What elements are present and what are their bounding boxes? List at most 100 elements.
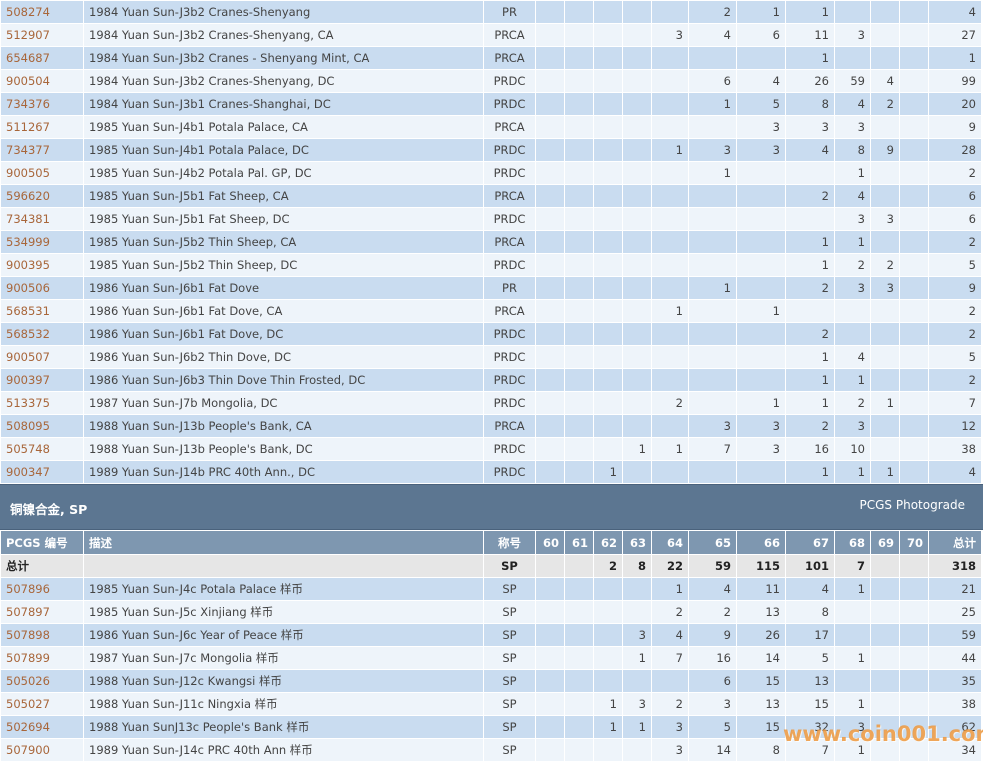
grade-count: 1 [736, 391, 786, 415]
empty-cell [564, 692, 594, 716]
empty-cell [622, 414, 652, 438]
pcgs-code[interactable]: 900347 [0, 460, 84, 484]
pcgs-code[interactable]: 900504 [0, 69, 84, 93]
empty-cell [899, 253, 929, 277]
pcgs-code[interactable]: 505027 [0, 692, 84, 716]
pcgs-code[interactable]: 507900 [0, 738, 84, 762]
designation: PRDC [483, 322, 536, 346]
grade-count: 3 [870, 207, 900, 231]
empty-cell [870, 299, 900, 323]
pcgs-code[interactable]: 900505 [0, 161, 84, 185]
pcgs-code[interactable]: 512907 [0, 23, 84, 47]
empty-cell [622, 391, 652, 415]
row-total: 2 [928, 299, 982, 323]
pcgs-code[interactable]: 513375 [0, 391, 84, 415]
pcgs-code[interactable]: 900395 [0, 253, 84, 277]
grade-count: 14 [688, 738, 737, 762]
row-total: 38 [928, 692, 982, 716]
pcgs-code[interactable]: 568532 [0, 322, 84, 346]
pcgs-code[interactable]: 900397 [0, 368, 84, 392]
empty-cell [564, 345, 594, 369]
empty-cell [870, 554, 900, 578]
grade-count: 1 [736, 0, 786, 24]
row-total: 9 [928, 115, 982, 139]
pcgs-code[interactable]: 734377 [0, 138, 84, 162]
empty-cell [899, 738, 929, 762]
empty-cell [899, 161, 929, 185]
grade-count: 1 [622, 715, 652, 739]
row-total: 318 [928, 554, 982, 578]
empty-cell [651, 414, 689, 438]
designation: PRDC [483, 92, 536, 116]
empty-cell [651, 368, 689, 392]
pcgs-code[interactable]: 507896 [0, 577, 84, 601]
grade-count: 3 [834, 115, 871, 139]
grade-count: 1 [785, 460, 835, 484]
grade-count: 15 [736, 715, 786, 739]
empty-cell [785, 207, 835, 231]
table-row: 508095 1988 Yuan Sun-J13b People's Bank, … [0, 414, 982, 438]
pcgs-code[interactable]: 508274 [0, 0, 84, 24]
designation: PRDC [483, 161, 536, 185]
designation: PRCA [483, 230, 536, 254]
description: 1984 Yuan Sun-J3b1 Cranes-Shanghai, DC [83, 92, 484, 116]
empty-cell [564, 184, 594, 208]
table-row: 505748 1988 Yuan Sun-J13b People's Bank, … [0, 437, 982, 461]
grade-count: 8 [785, 92, 835, 116]
grade-count: 2 [651, 692, 689, 716]
designation: PRDC [483, 138, 536, 162]
pcgs-code[interactable]: 534999 [0, 230, 84, 254]
pcgs-code[interactable]: 507898 [0, 623, 84, 647]
grade-count: 1 [785, 368, 835, 392]
designation: PRCA [483, 23, 536, 47]
grade-count: 1 [593, 715, 623, 739]
empty-cell [870, 161, 900, 185]
empty-cell [870, 600, 900, 624]
empty-cell [564, 115, 594, 139]
section-note[interactable]: PCGS Photograde [859, 498, 965, 512]
empty-cell [899, 715, 929, 739]
empty-cell [870, 230, 900, 254]
grade-count: 16 [785, 437, 835, 461]
empty-cell [736, 184, 786, 208]
empty-cell [785, 161, 835, 185]
empty-cell [899, 391, 929, 415]
empty-cell [651, 184, 689, 208]
pcgs-code[interactable]: 507899 [0, 646, 84, 670]
empty-cell [688, 46, 737, 70]
section-header: 铜镍合金, SP PCGS Photograde [0, 484, 983, 530]
row-total: 12 [928, 414, 982, 438]
grade-count: 15 [736, 669, 786, 693]
empty-cell [834, 322, 871, 346]
pcgs-code[interactable]: 596620 [0, 184, 84, 208]
table-row: 900397 1986 Yuan Sun-J6b3 Thin Dove Thin … [0, 368, 982, 392]
grade-count: 5 [736, 92, 786, 116]
pcgs-code[interactable]: 508095 [0, 414, 84, 438]
empty-cell [564, 0, 594, 24]
empty-cell [899, 138, 929, 162]
empty-cell [535, 391, 565, 415]
top-table: 508274 1984 Yuan Sun-J3b2 Cranes-Shenyang… [0, 0, 982, 484]
pcgs-code[interactable]: 734376 [0, 92, 84, 116]
pcgs-code[interactable]: 900506 [0, 276, 84, 300]
grade-count: 3 [688, 692, 737, 716]
description: 1987 Yuan Sun-J7c Mongolia 样币 [83, 646, 484, 670]
pcgs-code[interactable]: 734381 [0, 207, 84, 231]
description: 1989 Yuan Sun-J14c PRC 40th Ann 样币 [83, 738, 484, 762]
pcgs-code[interactable]: 511267 [0, 115, 84, 139]
empty-cell [593, 69, 623, 93]
pcgs-code[interactable]: 505026 [0, 669, 84, 693]
description: 1985 Yuan Sun-J5b1 Fat Sheep, DC [83, 207, 484, 231]
empty-cell [593, 669, 623, 693]
pcgs-code[interactable]: 654687 [0, 46, 84, 70]
pcgs-code[interactable]: 502694 [0, 715, 84, 739]
pcgs-code[interactable]: 505748 [0, 437, 84, 461]
grade-count: 3 [834, 207, 871, 231]
pcgs-code[interactable]: 507897 [0, 600, 84, 624]
pcgs-code[interactable]: 900507 [0, 345, 84, 369]
table-row: 507897 1985 Yuan Sun-J5c Xinjiang 样币 SP 2 2 1… [0, 600, 982, 624]
empty-cell [651, 669, 689, 693]
grade-count: 1 [651, 138, 689, 162]
pcgs-code[interactable]: 568531 [0, 299, 84, 323]
grade-count: 3 [736, 414, 786, 438]
